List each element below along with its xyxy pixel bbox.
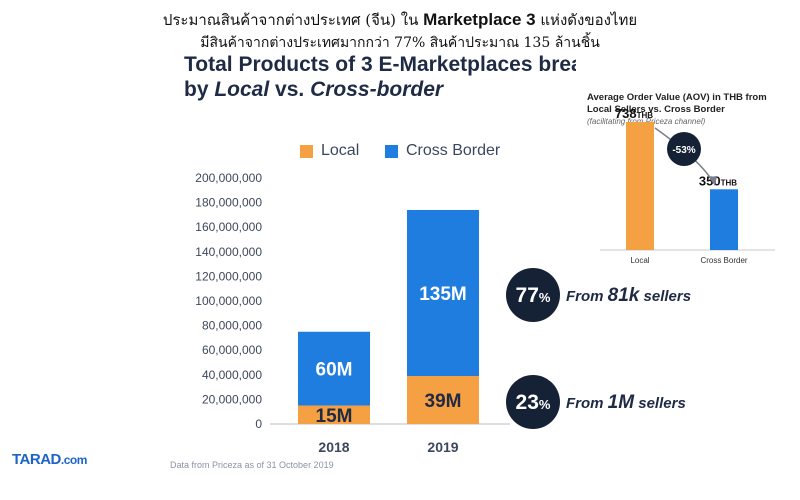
aov-bar-cross-border [710, 189, 738, 250]
aov-category-label: Local [630, 256, 649, 265]
share-bubble [506, 375, 560, 429]
legend-local-swatch [300, 144, 313, 158]
seller-count-label: From 1M sellers [566, 392, 686, 413]
share-bubble [506, 268, 560, 322]
legend-local: Local [300, 142, 359, 160]
bar-local-2019 [407, 376, 479, 424]
chart-title: Total Products of 3 E-Marketplaces break… [184, 52, 576, 102]
bar-value-label: 135M [419, 284, 467, 305]
share-percent: 77% [516, 284, 551, 307]
aov-chart-subtitle: (facilitating from Priceza channel) [587, 117, 706, 126]
aov-change-bubble [667, 132, 701, 166]
thai-headline-line2: มีสินค้าจากต่างประเทศมากกว่า 77% สินค้าป… [200, 35, 600, 51]
bar-cross-border-2019 [407, 209, 479, 377]
aov-value-label: 350THB [699, 173, 737, 188]
share-percent: 23% [516, 391, 551, 414]
bar-cross-border-2018 [298, 331, 370, 406]
y-tick-label: 40,000,000 [202, 368, 262, 382]
tarad-logo: TARAD.com [12, 451, 87, 468]
legend-cross-border-label: Cross Border [406, 142, 501, 159]
data-source-note: Data from Priceza as of 31 October 2019 [170, 460, 334, 470]
bar-value-label: 39M [425, 391, 462, 412]
chart-title-line2: by Local vs. Cross-border [184, 78, 444, 101]
x-tick-label: 2019 [427, 439, 458, 455]
thai-headline-line1: ประมาณสินค้าจากต่างประเทศ (จีน) ใน Marke… [0, 8, 800, 32]
legend-cross-border: Cross Border [385, 142, 500, 160]
seller-count-label: From 81k sellers [566, 285, 691, 306]
y-tick-label: 120,000,000 [195, 269, 262, 283]
y-tick-label: 0 [255, 417, 262, 431]
aov-change-label: -53% [672, 145, 695, 156]
aov-category-label: Cross Border [700, 256, 747, 265]
aov-bar-local [626, 122, 654, 250]
x-tick-label: 2018 [318, 439, 349, 455]
y-tick-label: 100,000,000 [195, 294, 262, 308]
aov-chart-title: Average Order Value (AOV) in THB from Lo… [587, 92, 767, 115]
y-tick-label: 20,000,000 [202, 392, 262, 406]
y-tick-label: 140,000,000 [195, 245, 262, 259]
legend-local-label: Local [321, 142, 360, 159]
chart-title-line1: Total Products of 3 E-Marketplaces break… [184, 53, 576, 76]
y-tick-label: 200,000,000 [195, 171, 262, 185]
legend-cross-border-swatch [385, 144, 398, 158]
y-tick-label: 180,000,000 [195, 196, 262, 210]
y-tick-label: 60,000,000 [202, 343, 262, 357]
aov-arrowhead [709, 176, 717, 186]
aov-value-label: 738THB [615, 106, 653, 121]
thai-headline-post: แห่งดังของไทย [540, 11, 638, 29]
y-tick-label: 80,000,000 [202, 319, 262, 333]
bar-value-label: 60M [316, 360, 353, 381]
thai-headline-marketplace: Marketplace 3 [423, 10, 536, 29]
bar-local-2018 [298, 405, 370, 424]
y-tick-label: 160,000,000 [195, 220, 262, 234]
bar-value-label: 15M [316, 406, 353, 427]
thai-headline-pre: ประมาณสินค้าจากต่างประเทศ (จีน) ใน [162, 11, 419, 29]
